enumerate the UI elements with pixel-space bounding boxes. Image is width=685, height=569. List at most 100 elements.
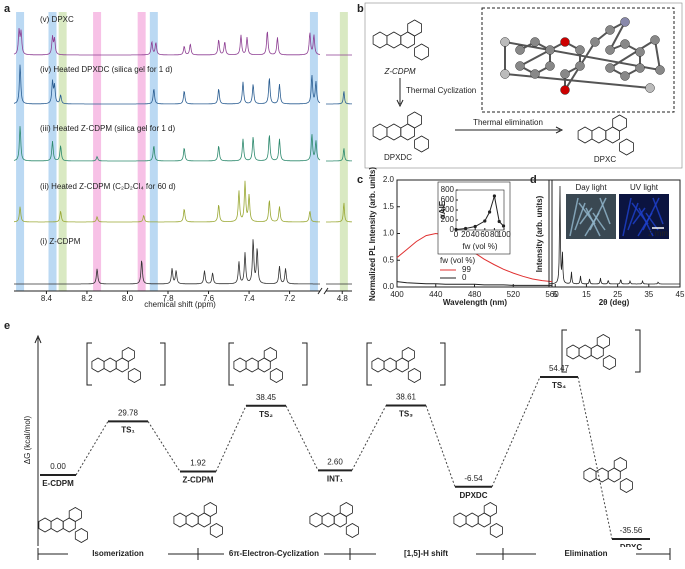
ring: [577, 126, 593, 144]
atom: [560, 69, 570, 79]
crystal-needle: [569, 197, 579, 237]
crystal-needle: [579, 207, 593, 225]
point: [492, 194, 496, 198]
line-series: [455, 195, 504, 230]
y-tick-label: 400: [441, 205, 455, 214]
ring: [263, 347, 277, 362]
ring: [613, 457, 627, 472]
state-label: DPXDC: [459, 491, 487, 500]
energy-value: 38.61: [396, 393, 417, 402]
x-axis-title: chemical shift (ppm): [144, 300, 216, 309]
nmr-spectrum: [14, 180, 352, 223]
ring: [74, 528, 88, 543]
connector: [75, 421, 109, 476]
atom: [530, 37, 540, 47]
stage-box: [536, 547, 636, 561]
x-tick-label: 8.0: [122, 294, 134, 303]
axis-break: [317, 287, 329, 295]
atom: [500, 37, 510, 47]
ring: [595, 467, 609, 483]
atom: [605, 45, 615, 55]
ring: [465, 512, 479, 528]
atom: [560, 85, 570, 95]
point: [464, 226, 468, 231]
step-label: Thermal Cyclization: [406, 86, 476, 95]
connector: [147, 421, 181, 472]
plot-frame: [548, 179, 681, 288]
stage-label: 6π-Electron-Cyclization: [229, 549, 319, 558]
x-tick-label: 0: [454, 230, 459, 239]
bond: [654, 39, 661, 71]
ring: [91, 357, 105, 373]
x-axis-title: Wavelength (nm): [443, 298, 507, 307]
bond: [504, 73, 651, 89]
ring: [566, 344, 580, 360]
x-tick-label: 15: [582, 290, 591, 299]
ring: [383, 357, 397, 373]
atom: [620, 17, 630, 27]
stage-label: Elimination: [564, 549, 607, 558]
y-axis-title: Normalized PL Intensity (arb. units): [368, 167, 377, 301]
y-tick-label: 0: [450, 225, 455, 234]
atom: [560, 37, 570, 47]
bracket: [86, 342, 166, 386]
ring: [578, 344, 592, 360]
ring: [38, 517, 52, 533]
ring: [453, 512, 467, 528]
y-tick-label: 200: [441, 215, 455, 224]
photo-label: Day light: [575, 183, 607, 192]
energy-value: 2.60: [327, 457, 343, 466]
ring: [386, 123, 402, 141]
photo-label: UV light: [630, 183, 659, 192]
x-tick-label: 45: [676, 290, 685, 299]
stage-label: Isomerization: [92, 549, 144, 558]
atom: [645, 83, 655, 93]
compound-label: Z-CDPM: [383, 67, 415, 76]
ring: [619, 138, 634, 156]
ring: [50, 517, 64, 533]
ring: [407, 368, 421, 383]
scale-bar-label: 2 mm: [648, 229, 668, 238]
state-label: TS₃: [399, 410, 413, 419]
stage-box: [68, 547, 168, 561]
crystal-needle: [592, 212, 606, 231]
point: [454, 227, 458, 232]
state-label: TS₁: [121, 426, 135, 435]
energy-value: 0.00: [50, 462, 66, 471]
x-tick-label: 440: [429, 290, 443, 299]
ring: [401, 347, 415, 362]
panel-label: a: [4, 3, 11, 15]
x-tick-label: 8.2: [81, 294, 93, 303]
point: [473, 224, 477, 229]
ring: [203, 502, 217, 517]
atom: [605, 63, 615, 73]
highlight-band: [149, 12, 158, 291]
crystal-needle: [585, 207, 601, 237]
stage-label: [1,5]-H shift: [404, 549, 448, 558]
inset-frame: [437, 181, 511, 255]
x-tick-label: 480: [468, 290, 482, 299]
ring: [269, 368, 283, 383]
y-tick-label: 1.0: [383, 229, 395, 238]
highlight-band: [137, 12, 146, 291]
connector: [351, 405, 387, 471]
x-tick-label: 8.4: [41, 294, 53, 303]
ring: [103, 357, 117, 373]
spectrum-label: (iii) Heated Z-CDPM (silica gel for 1 d): [40, 124, 175, 133]
atom: [530, 69, 540, 79]
y-tick-label: 0.5: [383, 255, 395, 264]
ring: [583, 467, 597, 483]
crystal-needle: [642, 197, 660, 231]
atom: [545, 45, 555, 55]
x-tick-label: 560: [545, 290, 559, 299]
y-tick-label: 800: [441, 185, 455, 194]
y-tick-label: 2.0: [383, 175, 395, 184]
compound-label: DPXDC: [384, 153, 412, 162]
ring: [68, 507, 82, 522]
bracket: [366, 342, 446, 386]
spectrum-label: (iv) Heated DPXDC (silica gel for 1 d): [40, 65, 173, 74]
bond: [609, 21, 626, 51]
atom: [605, 25, 615, 35]
ring: [339, 502, 353, 517]
atom: [500, 69, 510, 79]
